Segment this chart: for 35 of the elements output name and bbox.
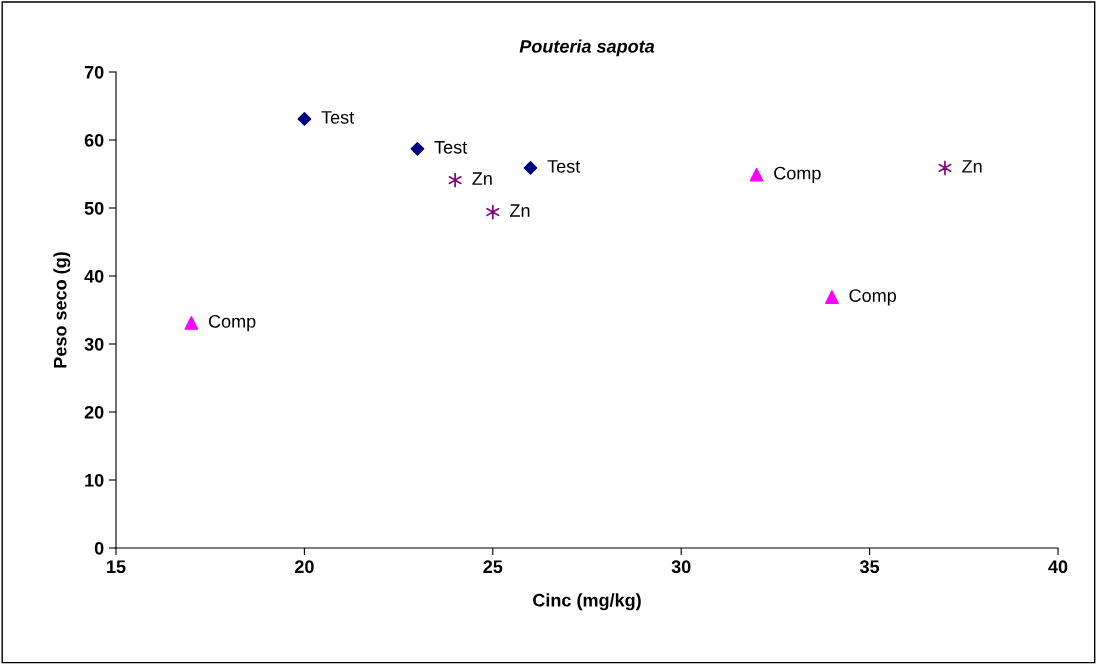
- x-tick-label: 35: [859, 560, 880, 574]
- y-tick-label: 10: [85, 473, 104, 487]
- x-tick-label: 30: [671, 560, 691, 574]
- point: [938, 160, 952, 176]
- series-label: Test: [547, 160, 581, 173]
- x-tick-label: 25: [483, 560, 503, 574]
- text: Zn: [962, 160, 982, 173]
- point: [410, 141, 425, 156]
- x-tick-label: 40: [1048, 560, 1068, 574]
- x-tick-label: 15: [107, 560, 126, 574]
- x-axis-title: Cinc (mg/kg): [533, 593, 641, 611]
- text: Test: [434, 141, 468, 154]
- text: Zn: [472, 172, 492, 185]
- y-tick-label: 50: [84, 201, 104, 215]
- series-label: Comp: [208, 314, 256, 332]
- y-tick-label: 20: [84, 405, 104, 419]
- point: [297, 112, 312, 126]
- text: Comp: [774, 166, 821, 184]
- y-tick-label: 60: [84, 133, 104, 147]
- chart-title: Pouteria sapota: [519, 39, 655, 57]
- point: [486, 204, 500, 220]
- x-tick-label: 20: [294, 560, 314, 574]
- point: [749, 167, 764, 182]
- series-label: Zn: [510, 204, 530, 217]
- y-tick-label: 70: [84, 65, 104, 79]
- y-tick-label: 30: [84, 337, 104, 351]
- point: [523, 160, 538, 175]
- y-axis-title: Peso seco (g): [53, 252, 71, 368]
- point: [448, 172, 462, 188]
- point: [184, 316, 199, 330]
- point: [825, 290, 839, 304]
- text: Test: [321, 111, 355, 124]
- text: Comp: [849, 289, 896, 306]
- y-tick-label: 0: [94, 541, 104, 555]
- y-tick-label: 40: [84, 269, 104, 283]
